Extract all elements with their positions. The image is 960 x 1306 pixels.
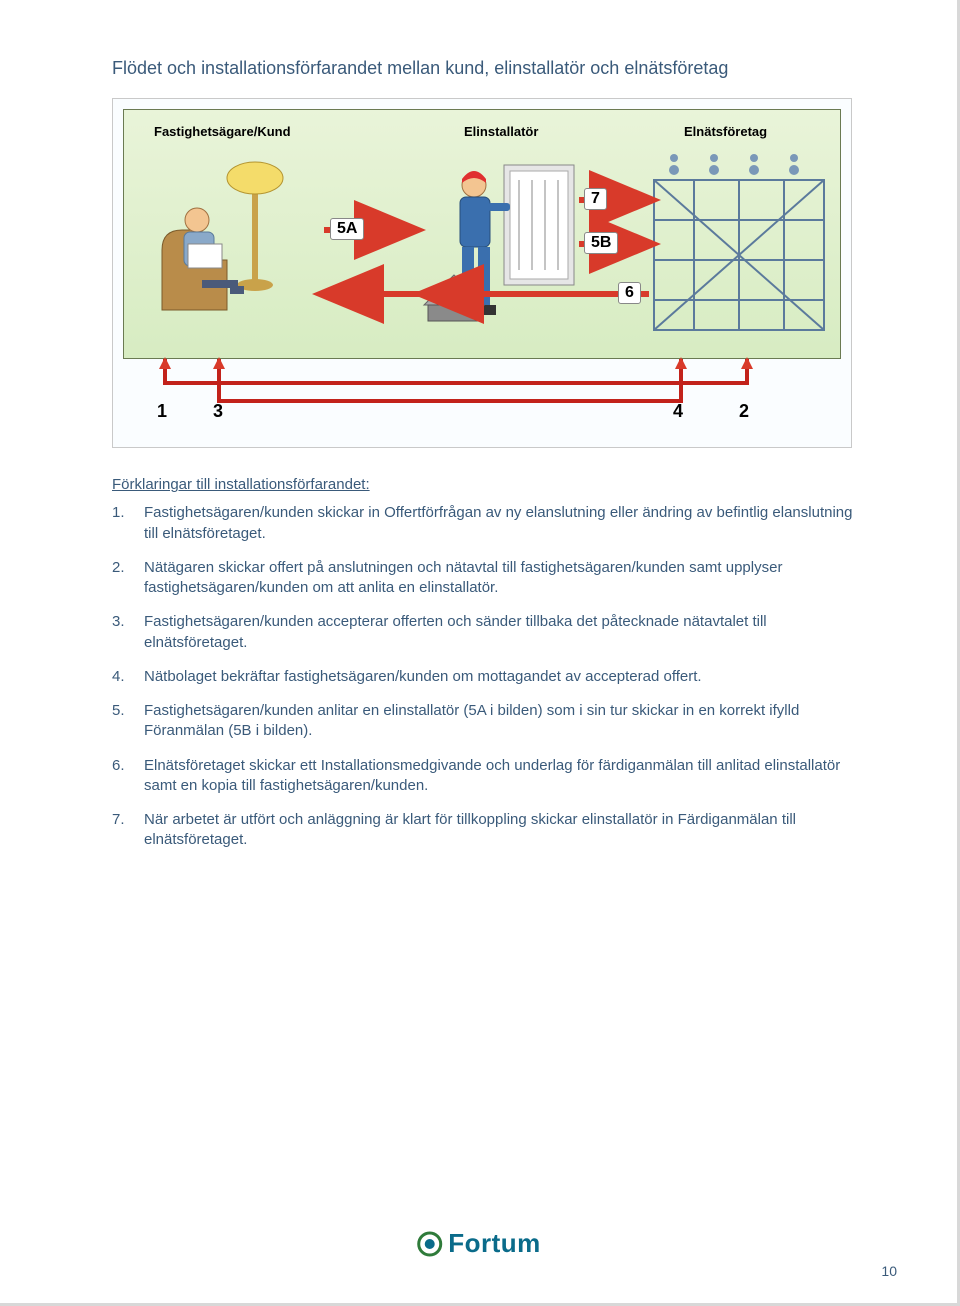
step-text: Elnätsföretaget skickar ett Installation…	[144, 757, 840, 794]
step-item: Nätbolaget bekräftar fastighetsägaren/ku…	[112, 667, 861, 687]
diagram-bg: Fastighetsägare/Kund Elinstallatör Elnät…	[123, 109, 841, 359]
title-part-e: elinstallatör och elnätsföretag	[494, 58, 728, 78]
num-label-3: 3	[213, 401, 223, 422]
step-item: Fastighetsägaren/kunden skickar in Offer…	[112, 503, 861, 544]
step-item: Fastighetsägaren/kunden anlitar en elins…	[112, 701, 861, 742]
title-part-a: Flödet och	[112, 58, 201, 78]
arrow-label-5a: 5A	[330, 218, 364, 240]
arrow-label-6: 6	[618, 282, 641, 304]
num-label-4: 4	[673, 401, 683, 422]
step-item: Elnätsföretaget skickar ett Installation…	[112, 756, 861, 797]
title-part-c: mellan	[387, 58, 445, 78]
arrow-label-5b: 5B	[584, 232, 618, 254]
step-item: När arbetet är utfört och anläggning är …	[112, 810, 861, 851]
page-number: 10	[881, 1263, 897, 1279]
steps-heading: Förklaringar till installationsförfarand…	[112, 476, 861, 493]
flow-diagram: Fastighetsägare/Kund Elinstallatör Elnät…	[112, 98, 852, 448]
step-text: När arbetet är utfört och anläggning är …	[144, 811, 796, 848]
page-title: Flödet och installationsförfarandet mell…	[112, 56, 861, 80]
footer-logo: Fortum	[416, 1228, 541, 1259]
arrow-label-7: 7	[584, 188, 607, 210]
step-text: Nätägaren skickar offert på anslutningen…	[144, 559, 782, 596]
diagram-arrows-mid	[124, 110, 842, 358]
logo-text: Fortum	[448, 1228, 541, 1259]
steps-list: Fastighetsägaren/kunden skickar in Offer…	[112, 503, 861, 850]
step-text: Fastighetsägaren/kunden accepterar offer…	[144, 613, 767, 650]
num-label-2: 2	[739, 401, 749, 422]
step-item: Fastighetsägaren/kunden accepterar offer…	[112, 612, 861, 653]
title-part-b: installationsförfarandet	[201, 58, 387, 78]
diagram-arrows-bottom	[123, 357, 841, 439]
step-text: Fastighetsägaren/kunden skickar in Offer…	[144, 504, 852, 541]
step-text: Nätbolaget bekräftar fastighetsägaren/ku…	[144, 668, 702, 685]
fortum-logo-icon	[416, 1231, 442, 1257]
num-label-1: 1	[157, 401, 167, 422]
step-item: Nätägaren skickar offert på anslutningen…	[112, 558, 861, 599]
title-part-d: kund,	[445, 58, 494, 78]
step-text: Fastighetsägaren/kunden anlitar en elins…	[144, 702, 799, 739]
